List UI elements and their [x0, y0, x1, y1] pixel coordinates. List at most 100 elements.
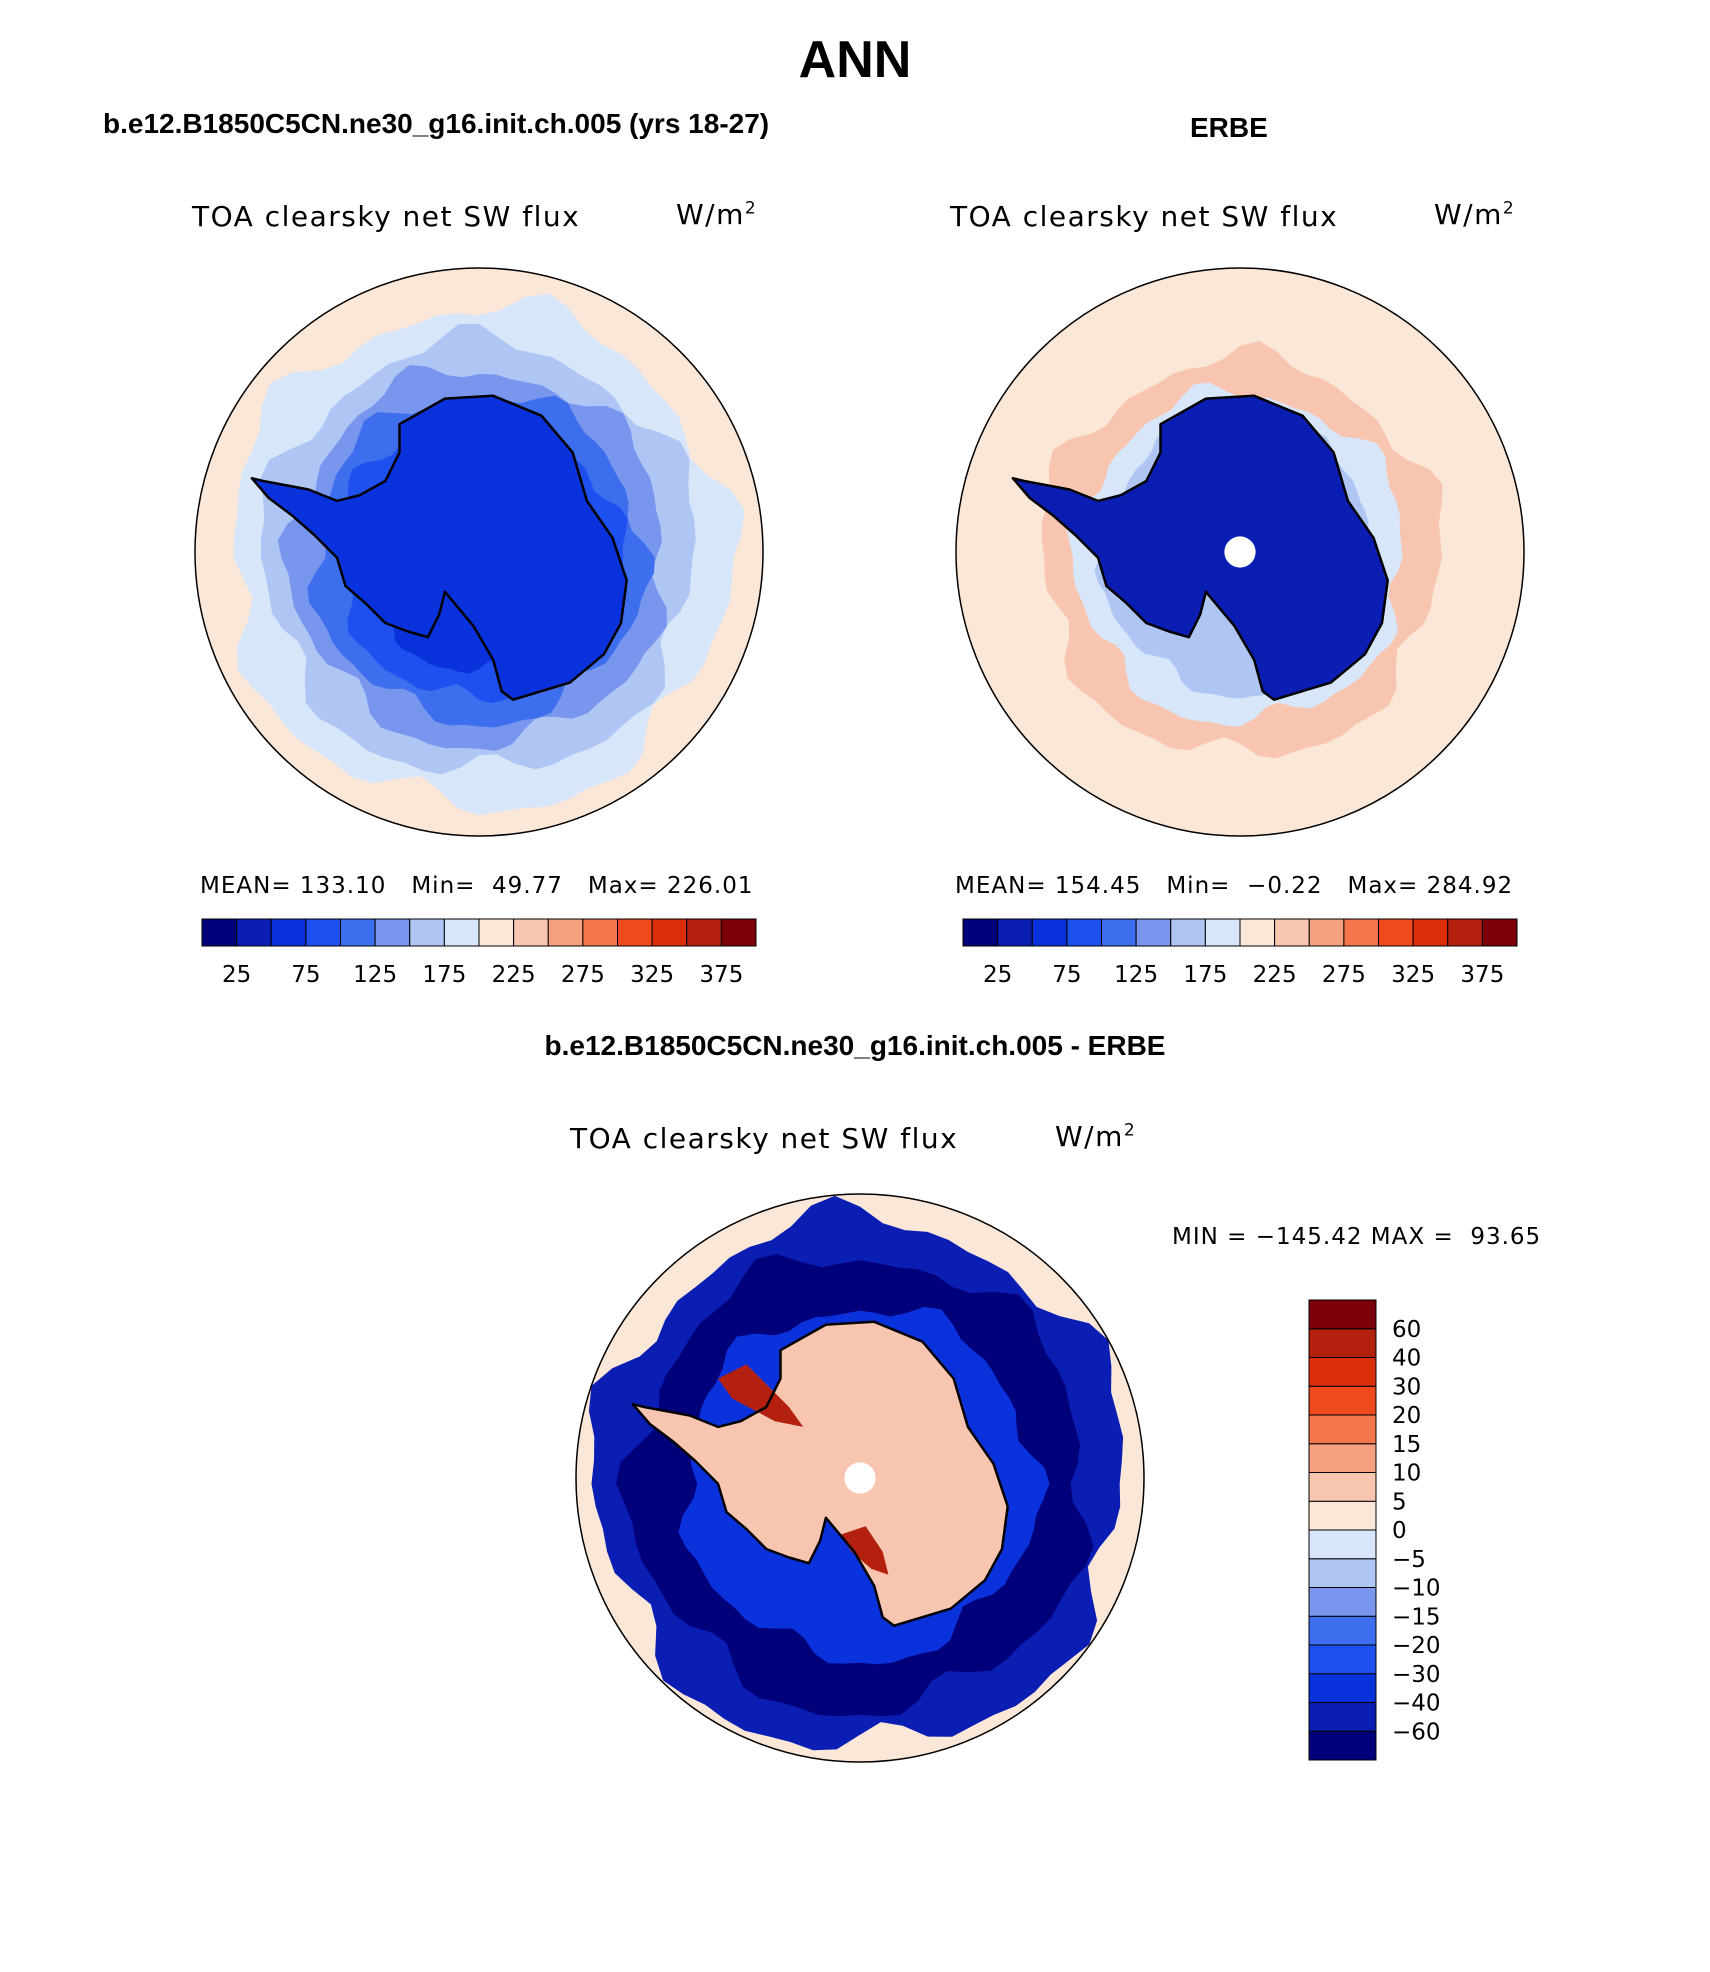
colorbar-tick-label: 75	[291, 962, 320, 988]
colorbar-tick-label: 5	[1392, 1489, 1407, 1515]
colorbar-tick-label: −5	[1392, 1547, 1426, 1573]
colorbar-swatch	[1343, 918, 1379, 947]
colorbar-swatch	[340, 918, 376, 947]
top-right-panel-title: ERBE	[1190, 112, 1268, 143]
colorbar-tick-label: 275	[561, 962, 605, 988]
colorbar-swatch	[1378, 918, 1414, 947]
colorbar-tick-label: 275	[1322, 962, 1366, 988]
colorbar-swatch	[1101, 918, 1137, 947]
colorbar-swatch	[1308, 1730, 1377, 1761]
colorbar-swatch	[1308, 1414, 1377, 1445]
colorbar-swatch	[962, 918, 999, 947]
colorbar-swatch	[305, 918, 341, 947]
colorbar-swatch	[374, 918, 411, 947]
colorbar-swatch	[1308, 1558, 1377, 1588]
colorbar-tick-label: 325	[1391, 962, 1435, 988]
colorbar-swatch	[1135, 918, 1172, 947]
colorbar-swatch	[1239, 918, 1276, 947]
colorbar-swatch	[409, 918, 445, 947]
map-1-field	[956, 268, 1524, 836]
colorbar-swatch	[1308, 1529, 1377, 1560]
colorbar-tick-label: 25	[983, 962, 1012, 988]
colorbar-tick-label: 125	[1114, 962, 1158, 988]
colorbar-swatch	[236, 918, 272, 947]
colorbar-tick-label: 375	[699, 962, 743, 988]
map-1-border	[955, 267, 1525, 837]
colorbar-tick-label: 15	[1392, 1432, 1421, 1458]
colorbar-swatch	[513, 918, 549, 947]
panel1-variable-label: TOA clearsky net SW flux	[192, 200, 581, 233]
colorbar-0: 25 75 125 175 225 275 325 375	[201, 918, 757, 988]
continent-fill	[632, 1321, 1008, 1626]
map-2-field	[576, 1194, 1144, 1762]
colorbar-swatch	[1308, 1500, 1377, 1531]
panel3-stats: MIN = −145.42 MAX = 93.65	[1172, 1224, 1542, 1250]
colorbar-tick-label: −20	[1392, 1633, 1441, 1659]
colorbar-swatch	[1066, 918, 1102, 947]
colorbar-swatch	[1308, 1299, 1377, 1330]
panel1-units: W/m2	[676, 198, 758, 231]
colorbar-swatch	[1308, 918, 1345, 947]
map-0-field	[195, 268, 763, 836]
colorbar-swatch	[1308, 1673, 1377, 1703]
colorbar-swatch	[1308, 1472, 1377, 1502]
colorbar-swatch	[478, 918, 515, 947]
panel3-variable-label: TOA clearsky net SW flux	[570, 1122, 959, 1155]
colorbar-swatch	[1412, 918, 1449, 947]
colorbar-swatch	[270, 918, 307, 947]
colorbar-swatch	[1308, 1702, 1377, 1732]
colorbar-tick-label: 10	[1392, 1461, 1421, 1487]
panel2-units: W/m2	[1434, 198, 1516, 231]
colorbar-tick-label: 125	[353, 962, 397, 988]
colorbar-swatch	[1274, 918, 1310, 947]
colorbar-swatch	[1308, 1328, 1377, 1358]
colorbar-tick-label: 25	[222, 962, 251, 988]
panel3-units: W/m2	[1055, 1120, 1137, 1153]
colorbar-swatch	[1481, 918, 1518, 947]
colorbar-swatch	[1204, 918, 1241, 947]
continent-fill	[1012, 395, 1388, 700]
colorbar-swatch	[1308, 1443, 1377, 1473]
colorbar-tick-label: 225	[492, 962, 536, 988]
colorbar-tick-label: 175	[422, 962, 466, 988]
ross-anomaly	[840, 1526, 889, 1575]
colorbar-swatch	[1308, 1587, 1377, 1617]
colorbar-tick-label: −10	[1392, 1576, 1441, 1602]
colorbar-tick-label: −60	[1392, 1719, 1441, 1745]
colorbar-tick-label: 20	[1392, 1403, 1421, 1429]
colorbar-swatch	[997, 918, 1033, 947]
colorbar-swatch	[1308, 1357, 1377, 1387]
colorbar-swatch	[617, 918, 653, 947]
peninsula-anomaly	[718, 1364, 804, 1427]
colorbar-swatch	[686, 918, 722, 947]
panel2-variable-label: TOA clearsky net SW flux	[950, 200, 1339, 233]
colorbar-tick-label: 175	[1183, 962, 1227, 988]
colorbar-swatch	[720, 918, 757, 947]
colorbar-tick-label: 325	[630, 962, 674, 988]
colorbar-swatch	[547, 918, 584, 947]
panel2-stats: MEAN= 154.45 Min= −0.22 Max= 284.92	[955, 873, 1514, 899]
colorbar-swatch	[1447, 918, 1483, 947]
colorbar-tick-label: 225	[1253, 962, 1297, 988]
colorbar-tick-label: 60	[1392, 1317, 1421, 1343]
colorbar-swatch	[582, 918, 618, 947]
colorbar-swatch	[443, 918, 480, 947]
colorbar-tick-label: 375	[1460, 962, 1504, 988]
map-2-border	[575, 1193, 1145, 1763]
figure-title: ANN	[798, 31, 912, 89]
colorbar-swatch	[1031, 918, 1068, 947]
colorbar-tick-label: 75	[1052, 962, 1081, 988]
map-0-border	[194, 267, 764, 837]
colorbar-1: 25 75 125 175 225 275 325 375	[962, 918, 1518, 988]
coastline	[1011, 394, 1389, 701]
colorbar-swatch	[201, 918, 238, 947]
top-left-panel-title: b.e12.B1850C5CN.ne30_g16.init.ch.005 (yr…	[103, 108, 770, 139]
bottom-panel-title: b.e12.B1850C5CN.ne30_g16.init.ch.005 - E…	[544, 1030, 1166, 1061]
pole-missing-data	[1224, 536, 1256, 568]
colorbar-tick-label: −15	[1392, 1604, 1441, 1630]
continent-fill	[251, 395, 627, 700]
panel1-stats: MEAN= 133.10 Min= 49.77 Max= 226.01	[200, 873, 754, 899]
colorbar-swatch	[1308, 1644, 1377, 1675]
